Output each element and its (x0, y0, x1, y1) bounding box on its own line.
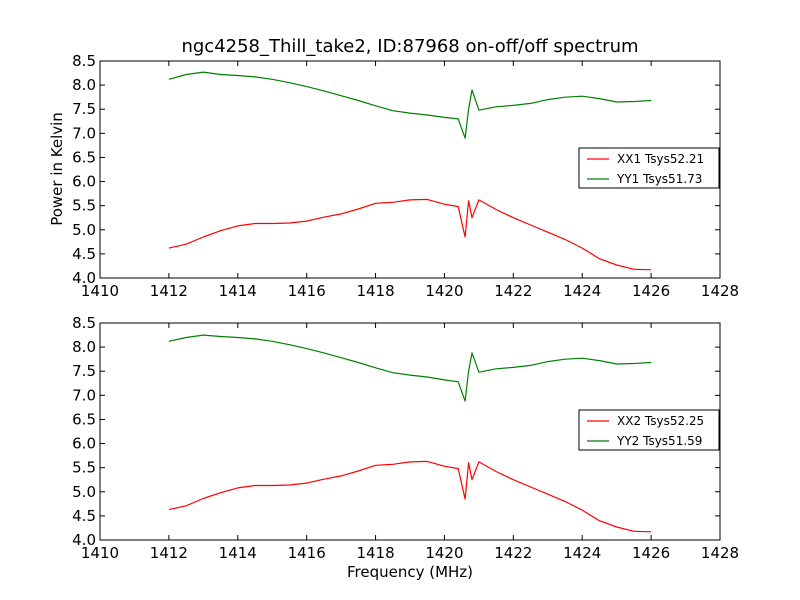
x-tick-label: 1414 (219, 544, 257, 562)
x-tick-label: 1416 (288, 282, 326, 300)
y-tick-label: 4.5 (72, 245, 96, 263)
legend-label: XX1 Tsys52.21 (617, 152, 704, 166)
legend-label: YY2 Tsys51.59 (616, 434, 702, 448)
x-axis-label: Frequency (MHz) (347, 563, 473, 581)
x-tick-label: 1420 (425, 544, 463, 562)
y-tick-label: 4.0 (72, 531, 96, 549)
y-tick-label: 7.5 (72, 362, 96, 380)
legend-label: XX2 Tsys52.25 (617, 414, 704, 428)
chart-title: ngc4258_Thill_take2, ID:87968 on-off/off… (181, 36, 638, 57)
x-tick-label: 1418 (356, 544, 394, 562)
series-line-xx (168, 198, 652, 271)
y-tick-label: 7.0 (72, 386, 96, 404)
y-tick-label: 5.0 (72, 221, 96, 239)
x-tick-label: 1414 (219, 282, 257, 300)
y-tick-label: 8.0 (72, 338, 96, 356)
y-tick-label: 7.5 (72, 100, 96, 118)
y-tick-label: 4.0 (72, 269, 96, 287)
x-tick-label: 1410 (81, 544, 119, 562)
series-line-yy (168, 334, 652, 402)
y-tick-label: 5.5 (72, 197, 96, 215)
y-tick-label: 6.0 (72, 173, 96, 191)
x-tick-label: 1416 (288, 544, 326, 562)
x-tick-label: 1424 (563, 544, 601, 562)
y-tick-label: 5.0 (72, 483, 96, 501)
x-tick-label: 1420 (425, 282, 463, 300)
plot-frame (99, 60, 721, 279)
y-tick-label: 4.5 (72, 507, 96, 525)
x-tick-label: 1418 (356, 282, 394, 300)
x-tick-label: 1412 (150, 282, 188, 300)
legend-label: YY1 Tsys51.73 (616, 172, 702, 186)
legend: XX2 Tsys52.25 YY2 Tsys51.59 (578, 409, 720, 451)
x-tick-label: 1426 (632, 282, 670, 300)
y-tick-label: 6.0 (72, 435, 96, 453)
y-tick-label: 8.0 (72, 76, 96, 94)
y-tick-label: 8.5 (72, 52, 96, 70)
x-tick-label: 1424 (563, 282, 601, 300)
bottom-panel: 1410 1412 1414 1416 1418 1420 1422 1424 1426 1428… (72, 314, 739, 562)
legend: XX1 Tsys52.21 YY1 Tsys51.73 (578, 147, 720, 189)
y-tick-label: 7.0 (72, 124, 96, 142)
x-tick-label: 1412 (150, 544, 188, 562)
x-tick-label: 1422 (494, 544, 532, 562)
top-panel: 1410 1412 1414 1416 1418 1420 1422 1424 1426 1428… (72, 52, 739, 300)
x-tick-label: 1428 (701, 544, 739, 562)
y-tick-label: 8.5 (72, 314, 96, 332)
series-line-yy (168, 71, 652, 139)
x-tick-label: 1426 (632, 544, 670, 562)
x-tick-label: 1422 (494, 282, 532, 300)
series-line-xx (168, 460, 652, 533)
legend-box (578, 147, 720, 189)
y-tick-label: 5.5 (72, 459, 96, 477)
legend-box (578, 409, 720, 451)
plot-frame (99, 322, 721, 541)
y-axis-label: Power in Kelvin (48, 112, 66, 226)
x-tick-label: 1410 (81, 282, 119, 300)
x-tick-label: 1428 (701, 282, 739, 300)
y-tick-label: 6.5 (72, 410, 96, 428)
y-tick-label: 6.5 (72, 148, 96, 166)
